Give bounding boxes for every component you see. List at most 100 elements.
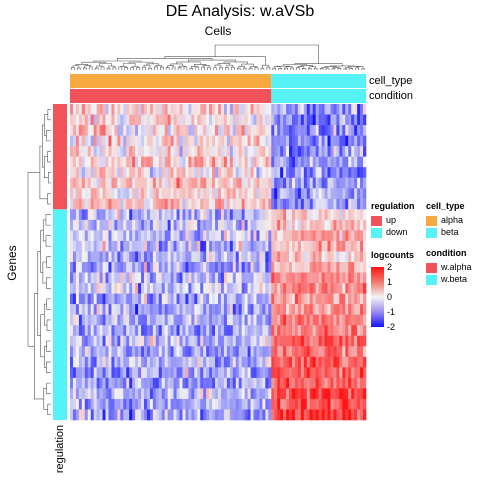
heatmap-cell [348,388,352,400]
heatmap-cell [256,240,260,252]
heatmap-cell [135,304,139,315]
heatmap-cell [244,146,248,157]
heatmap-cell [152,283,157,294]
heatmap-cell [129,356,133,368]
heatmap-cell [218,177,222,189]
column-dendrogram-branch [290,67,294,70]
heatmap-cell [342,156,346,168]
heatmap-cell [235,209,240,221]
heatmap-cell [84,346,89,358]
heatmap-cell [262,167,266,179]
heatmap-cell [277,377,281,389]
heatmap-cell [144,367,148,379]
heatmap-cell [268,125,272,136]
heatmap-cell [123,104,127,115]
heatmap-cell [215,251,219,263]
heatmap-cell [135,251,139,263]
heatmap-cell [114,209,118,221]
heatmap-cell [111,156,115,168]
heatmap-cell [283,283,287,294]
heatmap-cell [277,146,281,157]
heatmap-cell [318,262,322,273]
heatmap-cell [330,409,334,421]
heatmap-cell [283,177,287,189]
heatmap-cell [336,335,340,347]
heatmap-cell [268,219,272,231]
heatmap-cell [309,314,314,326]
heatmap-cell [212,314,216,326]
heatmap-cell [75,335,80,347]
heatmap-cell [244,230,248,242]
heatmap-cell [161,114,166,126]
heatmap-cell [182,377,186,389]
heatmap-cell [197,251,201,263]
heatmap-cell [256,335,260,347]
heatmap-cell [158,177,163,189]
heatmap-cell [318,346,322,358]
heatmap-cell [120,230,124,242]
heatmap-cell [105,146,109,157]
column-dendrogram-branch [217,63,231,66]
heatmap-cell [232,156,237,168]
row-dendrogram-branch [40,314,45,358]
heatmap-cell [152,262,157,273]
heatmap-cell [170,167,174,179]
heatmap-cell [229,325,234,337]
heatmap-cell [330,146,334,157]
heatmap-cell [185,325,189,337]
heatmap-cell [96,240,100,252]
heatmap-cell [229,188,234,200]
heatmap-cell [218,335,222,347]
heatmap-cell [99,293,103,305]
heatmap-cell [238,283,242,294]
heatmap-cell [348,135,352,147]
heatmap-cell [262,367,266,379]
heatmap-cell [135,356,139,368]
heatmap-cell [247,398,251,410]
row-dendrogram-branch [46,361,51,373]
heatmap-cell [286,125,290,136]
heatmap-cell [309,146,314,157]
heatmap-cell [265,367,269,379]
heatmap-cell [144,125,148,136]
heatmap-cell [259,388,263,400]
heatmap-cell [81,335,86,347]
heatmap-cell [218,367,222,379]
heatmap-cell [70,251,74,263]
heatmap-cell [256,367,260,379]
heatmap-cell [155,198,160,210]
heatmap-cell [309,325,314,337]
heatmap-cell [138,251,142,263]
heatmap-cell [155,283,160,294]
column-dendrogram-branch [262,64,269,69]
heatmap-cell [84,293,89,305]
heatmap-cell [333,367,337,379]
heatmap-cell [315,114,319,126]
heatmap-cell [164,398,168,410]
heatmap-cell [259,272,263,284]
heatmap-cell [297,240,302,252]
column-dendrogram-branch [231,66,235,70]
heatmap-cell [78,167,83,179]
heatmap-cell [229,240,234,252]
heatmap-cell [141,325,145,337]
heatmap-cell [363,356,367,368]
heatmap-cell [289,262,293,273]
heatmap-cell [274,283,278,294]
heatmap-cell [218,198,222,210]
heatmap-cell [345,398,349,410]
heatmap-cell [146,177,151,189]
heatmap-cell [117,209,121,221]
heatmap-cell [247,304,251,315]
heatmap-cell [144,104,148,115]
heatmap-cell [351,177,355,189]
heatmap-cell [357,304,361,315]
heatmap-cell [218,104,222,115]
heatmap-cell [306,314,311,326]
heatmap-cell [173,251,177,263]
heatmap-cell [229,335,234,347]
heatmap-cell [75,156,80,168]
heatmap-cell [345,125,349,136]
heatmap-cell [351,198,355,210]
